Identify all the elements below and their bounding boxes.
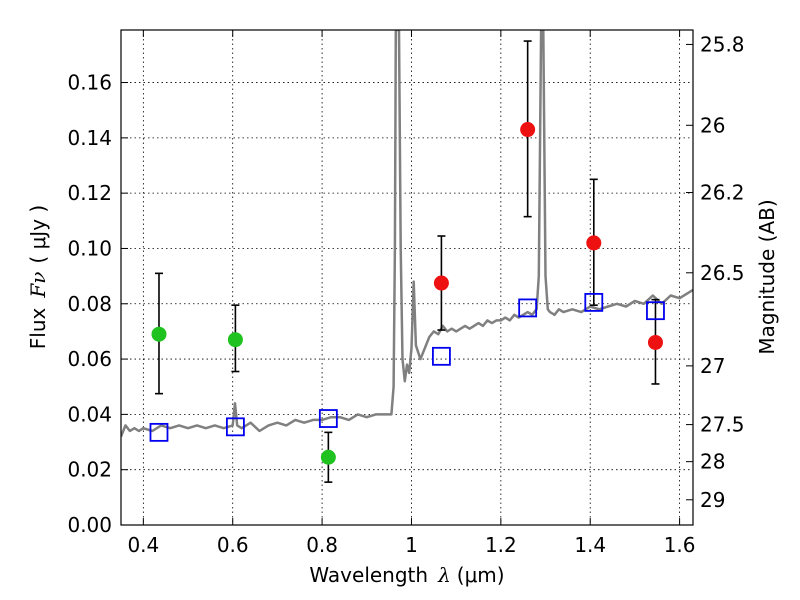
y-tick-label: 0.04 [67, 402, 112, 426]
plot-area [121, 30, 693, 483]
right-tick-label: 27.5 [700, 413, 745, 437]
x-tick-label: 0.4 [127, 533, 159, 557]
model-photometry-square [432, 346, 451, 366]
model-photometry-squares [149, 292, 665, 442]
model-photometry-square [646, 301, 665, 321]
x-axis-label-prefix: Wavelength [309, 563, 428, 587]
x-tick-label: 0.6 [217, 533, 249, 557]
red-photometry-point [433, 275, 449, 291]
right-tick-label: 27 [700, 354, 725, 378]
grid-lines-x [142, 30, 680, 525]
red-photometry-point [586, 235, 602, 251]
y-tick-label: 0.06 [67, 347, 112, 371]
model-photometry-square [225, 417, 245, 437]
model-photometry-square [318, 409, 338, 428]
x-axis-label-symbol: λ [437, 563, 451, 587]
right-tick-label: 26 [700, 113, 725, 137]
y-axis-label-unit: ( μJy ) [26, 205, 50, 264]
y-tick-label: 0.10 [67, 236, 112, 260]
y-axis-label-prefix: Flux [26, 307, 50, 349]
y-tick-label: 0.14 [67, 126, 112, 150]
right-tick-label: 26.5 [700, 261, 745, 285]
y-tick-labels: 0.00 0.02 0.04 0.06 0.08 0.10 0.12 0.14 0.16 [67, 71, 112, 537]
y-tick-label: 0.00 [67, 513, 112, 537]
y-tick-label: 0.16 [67, 71, 112, 95]
x-tick-label: 1.4 [574, 533, 606, 557]
x-axis-label-unit: (μm) [457, 563, 505, 587]
x-tick-labels: 0.4 0.6 0.8 1 1.2 1.4 1.6 [127, 533, 695, 557]
observed-photometry-points [151, 122, 663, 465]
y-tick-label: 0.12 [67, 181, 112, 205]
model-spectrum-line [121, 30, 693, 437]
green-photometry-point [227, 332, 243, 348]
green-photometry-point [320, 449, 336, 465]
right-tick-label: 29 [700, 488, 725, 512]
y-tick-label: 0.08 [67, 292, 112, 316]
red-photometry-point [520, 122, 536, 138]
right-axis-label: Magnitude (AB) [755, 199, 779, 354]
y-axis-label: Flux Fν ( μJy ) [26, 205, 50, 349]
x-tick-label: 1.6 [664, 533, 696, 557]
right-tick-label: 26.2 [700, 181, 745, 205]
y-axis-label-symbol: Fν [26, 272, 50, 299]
green-photometry-point [151, 326, 167, 342]
x-tick-label: 1 [405, 533, 418, 557]
model-photometry-square [584, 292, 604, 312]
right-tick-label: 28 [700, 450, 725, 474]
right-axis-tick-labels: 25.8 26 26.2 26.5 27 27.5 28 29 [700, 32, 745, 511]
model-photometry-square [149, 422, 169, 442]
x-axis-label: Wavelength λ (μm) [309, 563, 504, 587]
plot-frame [120, 29, 694, 526]
model-photometry-square [518, 298, 538, 318]
axis-ticks [121, 30, 693, 526]
x-tick-label: 1.2 [485, 533, 517, 557]
x-tick-label: 0.8 [306, 533, 338, 557]
y-tick-label: 0.02 [67, 458, 112, 482]
red-photometry-point [647, 334, 663, 350]
right-tick-label: 25.8 [700, 32, 745, 56]
